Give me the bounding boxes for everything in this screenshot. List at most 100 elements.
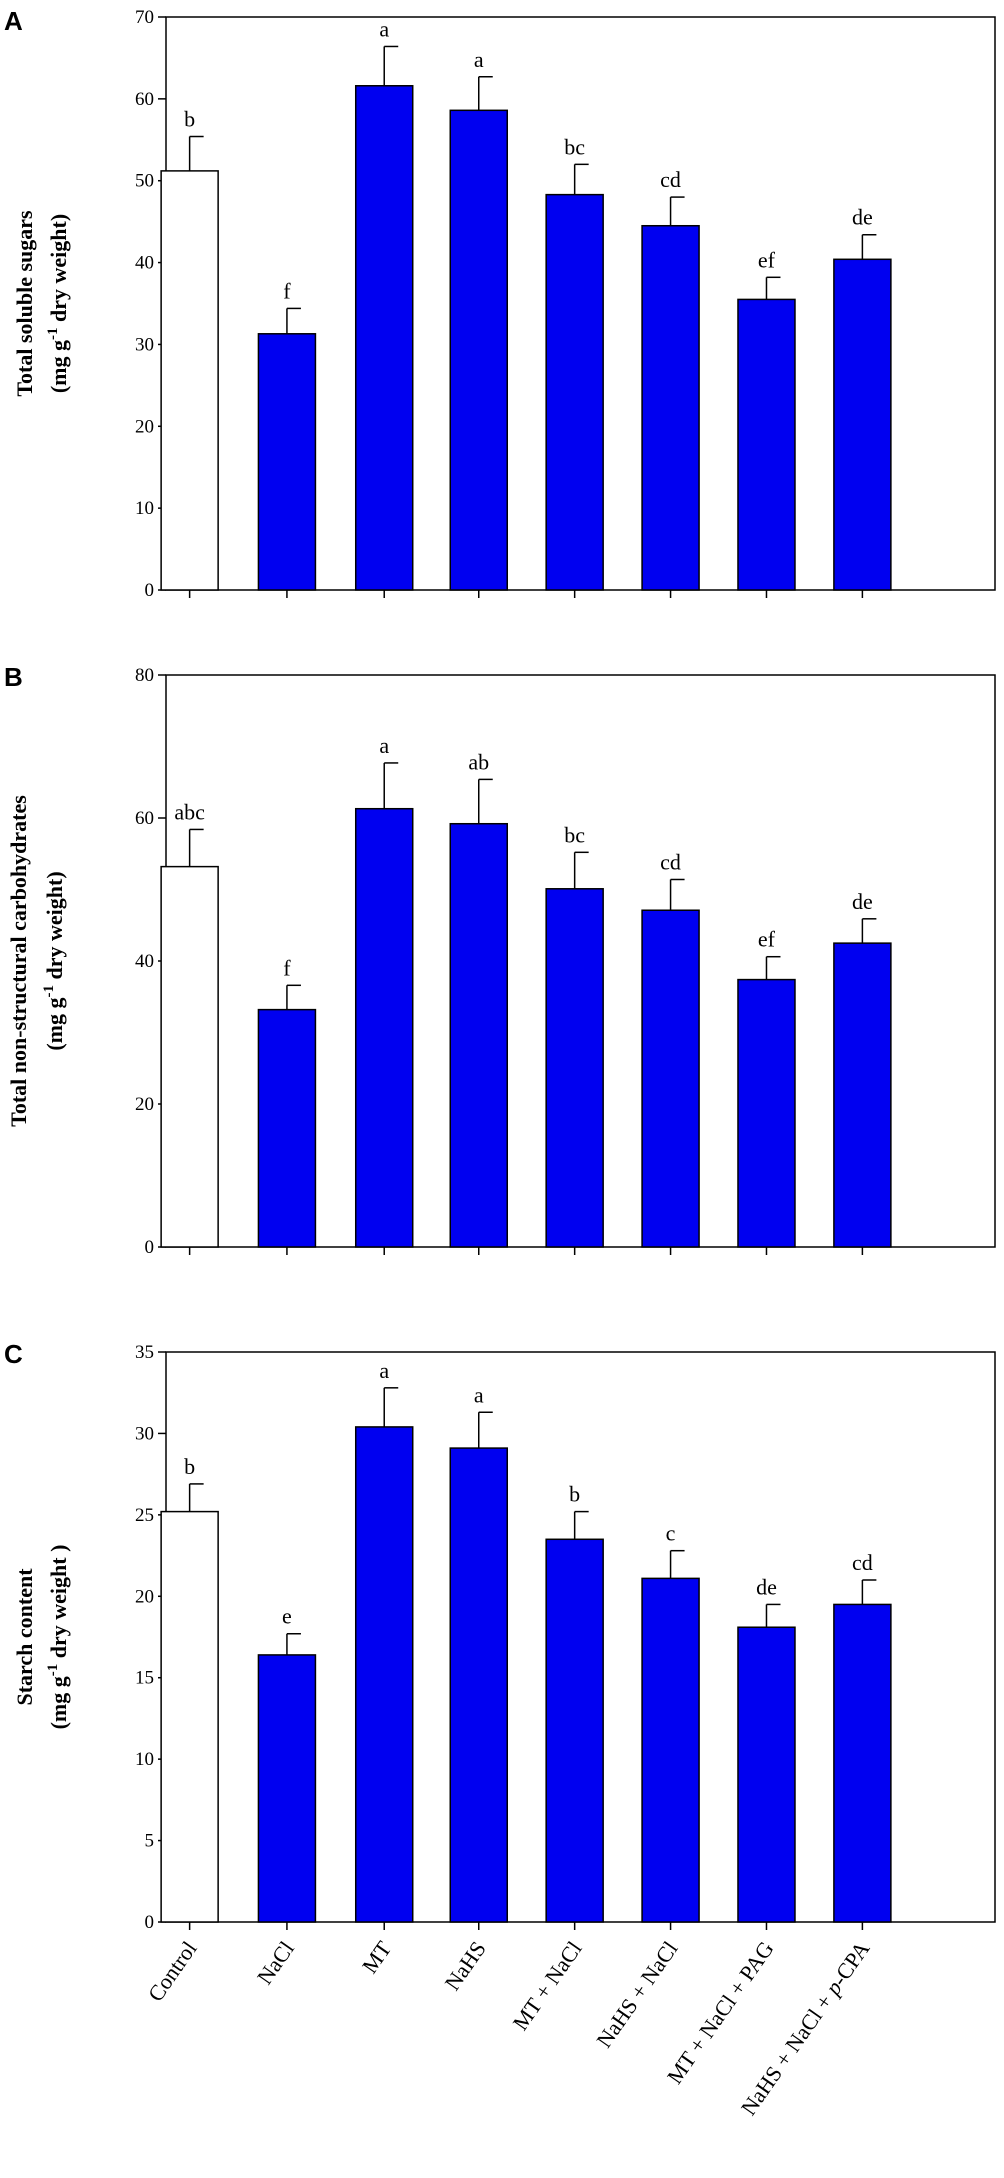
bar [833, 942, 892, 1248]
y-tick-label: 80 [135, 665, 154, 686]
bar [545, 193, 604, 591]
bar [449, 1447, 508, 1923]
y-tick-label: 10 [135, 1749, 154, 1770]
y-tick-label: 70 [135, 7, 154, 28]
significance-letter: a [474, 47, 484, 72]
significance-letter: de [852, 889, 873, 914]
significance-letter: a [379, 16, 389, 41]
y-axis-label-line1: Starch content [12, 1568, 37, 1706]
y-tick-label: 25 [135, 1505, 154, 1526]
y-axis-label-line2: (mg g-1 dry weight ) [45, 1545, 71, 1730]
significance-letter: a [379, 1358, 389, 1383]
significance-letter: b [184, 1454, 195, 1479]
significance-letter: abc [174, 799, 205, 824]
y-tick-label: 60 [135, 89, 154, 110]
significance-letter: bc [564, 134, 585, 159]
x-category-label: MT [357, 1936, 397, 1978]
bar [354, 85, 414, 591]
y-axis-label-line2: (mg g-1 dry weight) [41, 871, 67, 1050]
y-axis-label-superscript: -1 [45, 1664, 61, 1677]
y-axis-label-unit: (mg g [46, 340, 71, 393]
bar [641, 909, 700, 1248]
y-axis-label-unit-rest: dry weight ) [46, 1545, 71, 1664]
bar [833, 1603, 892, 1923]
y-axis-label-unit: (mg g [42, 998, 67, 1051]
y-tick-label: 30 [135, 1423, 154, 1444]
bar [160, 1510, 219, 1923]
y-tick-label: 30 [135, 334, 154, 355]
significance-letter: a [474, 1382, 484, 1407]
significance-letter: ab [468, 749, 489, 774]
significance-letter: b [184, 107, 195, 132]
y-tick-label: 5 [145, 1831, 155, 1852]
significance-letter: ef [758, 927, 776, 952]
x-category-label-part: -CPA [826, 1936, 874, 1990]
y-axis-label-line1: Total soluble sugars [12, 210, 37, 397]
significance-letter: b [569, 1482, 580, 1507]
bar [257, 1654, 317, 1923]
x-category-label: NaCl [252, 1937, 299, 1989]
bar [257, 333, 317, 591]
y-tick-label: 20 [135, 1586, 154, 1607]
x-category-label: NaHS + NaCl [591, 1937, 682, 2053]
panel-c: C 0 5 10 15 20 25 30 35 Starch content (mg g-1 dry… [4, 1339, 996, 2120]
bar [737, 978, 796, 1248]
bar [354, 807, 414, 1248]
bar [160, 865, 219, 1248]
y-tick-label: 20 [135, 1094, 154, 1115]
y-tick-label: 0 [145, 580, 155, 601]
significance-letter: a [379, 733, 389, 758]
significance-letter: bc [564, 822, 585, 847]
bar [641, 1577, 700, 1923]
y-axis-label-superscript: -1 [45, 328, 61, 341]
y-tick-label: 10 [135, 498, 154, 519]
y-tick-label: 40 [135, 253, 154, 274]
panel-letter: B [4, 662, 23, 692]
bar [737, 1626, 796, 1923]
significance-letter: cd [660, 849, 681, 874]
y-axis-label-line1: Total non-structural carbohydrates [6, 795, 31, 1127]
bar [449, 822, 508, 1248]
significance-letter: cd [660, 167, 681, 192]
panel-a: A 0 10 20 30 40 50 60 70 Total soluble sugars (mg … [4, 6, 996, 601]
bar [737, 298, 796, 591]
significance-letter: f [283, 278, 291, 303]
x-category-label: NaHS [440, 1937, 491, 1995]
bar [257, 1008, 317, 1248]
y-tick-label: 50 [135, 171, 154, 192]
x-category-label: MT + NaCl [508, 1937, 587, 2035]
bar [354, 1426, 414, 1923]
y-axis-label-unit-rest: dry weight) [42, 871, 67, 985]
panel-letter: C [4, 1339, 23, 1369]
bar [833, 258, 892, 591]
y-tick-label: 40 [135, 951, 154, 972]
y-tick-label: 20 [135, 416, 154, 437]
panel-letter: A [4, 6, 23, 36]
y-tick-label: 35 [135, 1342, 154, 1363]
x-category-label: Control [143, 1937, 202, 2006]
significance-letter: ef [758, 247, 776, 272]
bar [641, 224, 700, 591]
significance-letter: c [666, 1521, 676, 1546]
y-axis-label-line2: (mg g-1 dry weight) [45, 214, 71, 393]
y-tick-label: 0 [145, 1912, 155, 1933]
significance-letter: de [852, 205, 873, 230]
panel-b: B 0 20 40 60 80 Total non-structural carbohydr… [4, 662, 996, 1258]
y-axis-label-unit-rest: dry weight) [46, 214, 71, 328]
bar [449, 109, 508, 591]
bar [545, 1538, 604, 1923]
y-axis-label-unit: (mg g [46, 1676, 71, 1729]
bar [160, 170, 219, 591]
y-tick-label: 15 [135, 1668, 154, 1689]
x-category-label-part: NaHS + NaCl + [736, 1985, 841, 2120]
bar [545, 888, 604, 1248]
significance-letter: f [283, 955, 291, 980]
significance-letter: e [282, 1604, 292, 1629]
significance-letter: de [756, 1574, 777, 1599]
x-category-label: MT + NaCl + PAG [662, 1936, 779, 2088]
y-tick-label: 60 [135, 808, 154, 829]
significance-letter: cd [852, 1550, 873, 1575]
y-axis-label-superscript: -1 [41, 985, 57, 998]
y-tick-label: 0 [145, 1237, 155, 1258]
